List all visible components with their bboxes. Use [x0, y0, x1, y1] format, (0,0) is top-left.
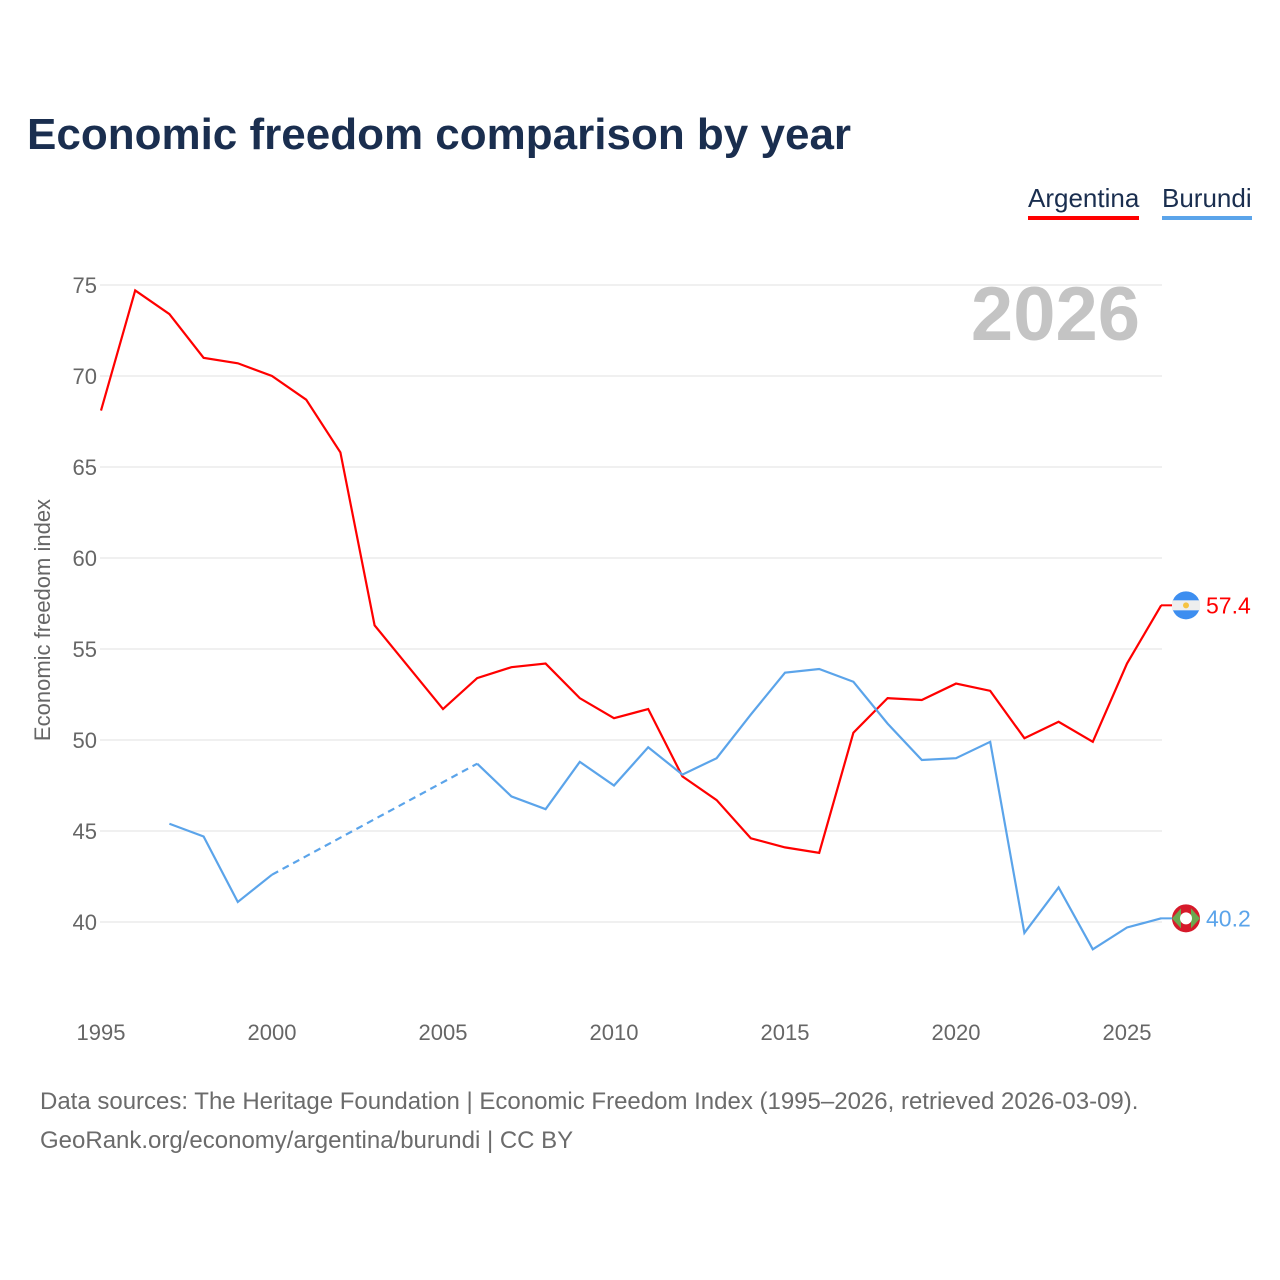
burundi-flag-icon: [1180, 912, 1192, 925]
y-tick-label: 55: [73, 637, 97, 662]
series-line-burundi: [476, 667, 1162, 951]
chart-title: Economic freedom comparison by year: [27, 110, 852, 159]
x-tick-label: 1995: [77, 1020, 126, 1045]
x-tick-label: 2025: [1103, 1020, 1152, 1045]
end-value-label: 40.2: [1206, 905, 1251, 931]
y-tick-label: 50: [73, 728, 97, 753]
series-line-burundi: [169, 822, 273, 904]
series-gap-burundi: [271, 762, 478, 876]
series-line-argentina: [99, 288, 1163, 855]
y-axis-label: Economic freedom index: [30, 499, 55, 741]
y-tick-label: 45: [73, 819, 97, 844]
x-tick-label: 2015: [761, 1020, 810, 1045]
x-tick-label: 2010: [590, 1020, 639, 1045]
end-value-label: 57.4: [1206, 592, 1251, 618]
burundi-flag-icon: [1172, 908, 1200, 929]
y-tick-label: 40: [73, 910, 97, 935]
x-tick-label: 2000: [248, 1020, 297, 1045]
source-note: Data sources: The Heritage Foundation | …: [40, 1088, 1139, 1115]
x-tick-label: 2020: [932, 1020, 981, 1045]
y-tick-label: 75: [73, 273, 97, 298]
legend-argentina[interactable]: Argentina: [1028, 183, 1140, 220]
y-tick-label: 60: [73, 546, 97, 571]
y-tick-label: 70: [73, 364, 97, 389]
legend-burundi[interactable]: Burundi: [1162, 183, 1252, 220]
x-tick-label: 2005: [419, 1020, 468, 1045]
y-tick-label: 65: [73, 455, 97, 480]
year-watermark: 2026: [971, 272, 1140, 357]
argentina-flag-icon: [1183, 602, 1189, 609]
source-link[interactable]: GeoRank.org/economy/argentina/burundi | …: [40, 1127, 574, 1154]
